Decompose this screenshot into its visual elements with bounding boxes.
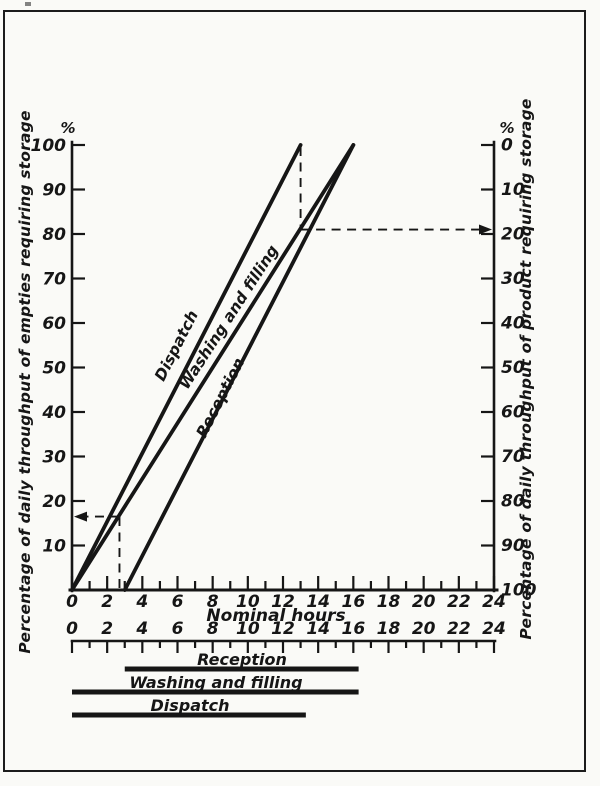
ruler-tick-label: 22 <box>447 619 471 639</box>
left-axis-tick-label: 20 <box>42 492 66 512</box>
right-axis-tick-label: 80 <box>501 492 525 512</box>
right-axis: 0 10 20 30 40 50 60 70 80 90 100 <box>481 136 537 601</box>
ruler-tick-label: 8 <box>207 619 219 639</box>
right-axis-title: Percentage of daily throughput of produc… <box>517 98 535 639</box>
x-axis-tick-label: 8 <box>207 592 219 612</box>
ruler-tick-label: 24 <box>482 619 506 639</box>
left-axis-tick-label: 80 <box>42 225 66 245</box>
ruler-tick-label: 16 <box>341 619 365 639</box>
right-axis-tick-label: 20 <box>501 225 525 245</box>
series-line-washing-and-filling <box>70 143 356 592</box>
right-axis-tick-label: 90 <box>501 536 525 556</box>
x-axis-tick-label: 6 <box>172 592 184 612</box>
figure-border-frame <box>3 10 586 772</box>
guide-arrow-right <box>479 224 492 235</box>
x-axis-tick-label: 18 <box>377 592 401 612</box>
series-line-reception <box>122 143 356 592</box>
series-lines <box>70 143 356 592</box>
ruler-tick-label: 6 <box>172 619 184 639</box>
guide-arrow-left <box>74 511 87 522</box>
x-axis-tick-label: 20 <box>412 592 436 612</box>
ruler-tick-label: 12 <box>271 619 295 639</box>
hours-ruler: 0 2 4 6 8 10 12 14 16 18 20 22 24 <box>66 619 506 653</box>
ruler-tick-label: 2 <box>101 619 113 639</box>
right-axis-tick-label: 30 <box>501 269 525 289</box>
left-axis-tick-label: 90 <box>42 181 66 201</box>
x-axis-tick-label: 16 <box>341 592 365 612</box>
series-line-dispatch <box>70 143 303 592</box>
left-axis-tick-label: 10 <box>42 537 66 557</box>
x-axis-tick-label: 0 <box>66 592 78 612</box>
right-axis-tick-label: 0 <box>501 136 513 156</box>
x-axis-tick-label: 4 <box>135 592 148 612</box>
ruler-tick-label: 14 <box>306 619 330 639</box>
right-axis-tick-label: 10 <box>501 180 525 200</box>
dashed-guides <box>74 147 492 588</box>
ruler-tick-label: 20 <box>412 619 436 639</box>
x-axis-tick-label: 12 <box>271 592 295 612</box>
right-axis-tick-label: 40 <box>500 314 525 334</box>
ruler-tick-label: 4 <box>135 619 148 639</box>
x-axis-title: Nominal hours <box>206 606 345 626</box>
x-axis-tick-label: 10 <box>236 592 260 612</box>
x-axis-tick-label: 2 <box>101 592 113 612</box>
x-axis: 0 2 4 6 8 10 12 14 16 18 20 22 24 <box>66 576 506 612</box>
left-axis-unit: % <box>60 119 75 137</box>
scan-artifact <box>25 2 31 6</box>
right-axis-tick-label: 70 <box>501 447 525 467</box>
x-axis-tick-label: 14 <box>306 592 330 612</box>
timeline-bars <box>72 666 359 718</box>
left-axis-tick-label: 100 <box>31 136 67 156</box>
left-axis-tick-label: 60 <box>42 314 66 334</box>
x-axis-tick-label: 22 <box>447 592 471 612</box>
ruler-tick-label: 0 <box>66 619 78 639</box>
left-axis-tick-label: 30 <box>42 448 66 468</box>
ruler-tick-label: 10 <box>236 619 260 639</box>
left-axis: 100 90 80 70 60 50 40 30 20 10 <box>31 136 85 593</box>
timeline-label-washing-and-filling: Washing and filling <box>129 673 302 692</box>
ruler-tick-label: 18 <box>377 619 401 639</box>
right-axis-tick-label: 50 <box>501 358 525 378</box>
left-axis-title: Percentage of daily throughput of emptie… <box>16 110 34 653</box>
left-axis-tick-label: 70 <box>42 270 66 290</box>
right-axis-tick-label: 60 <box>501 403 525 423</box>
timeline-label-dispatch: Dispatch <box>150 696 229 715</box>
timeline-label-reception: Reception <box>197 650 287 669</box>
right-axis-unit: % <box>499 119 514 137</box>
right-axis-tick-label: 100 <box>501 581 537 601</box>
left-axis-tick-label: 40 <box>41 403 66 423</box>
left-axis-tick-label: 50 <box>42 359 66 379</box>
x-axis-tick-label: 24 <box>482 592 506 612</box>
